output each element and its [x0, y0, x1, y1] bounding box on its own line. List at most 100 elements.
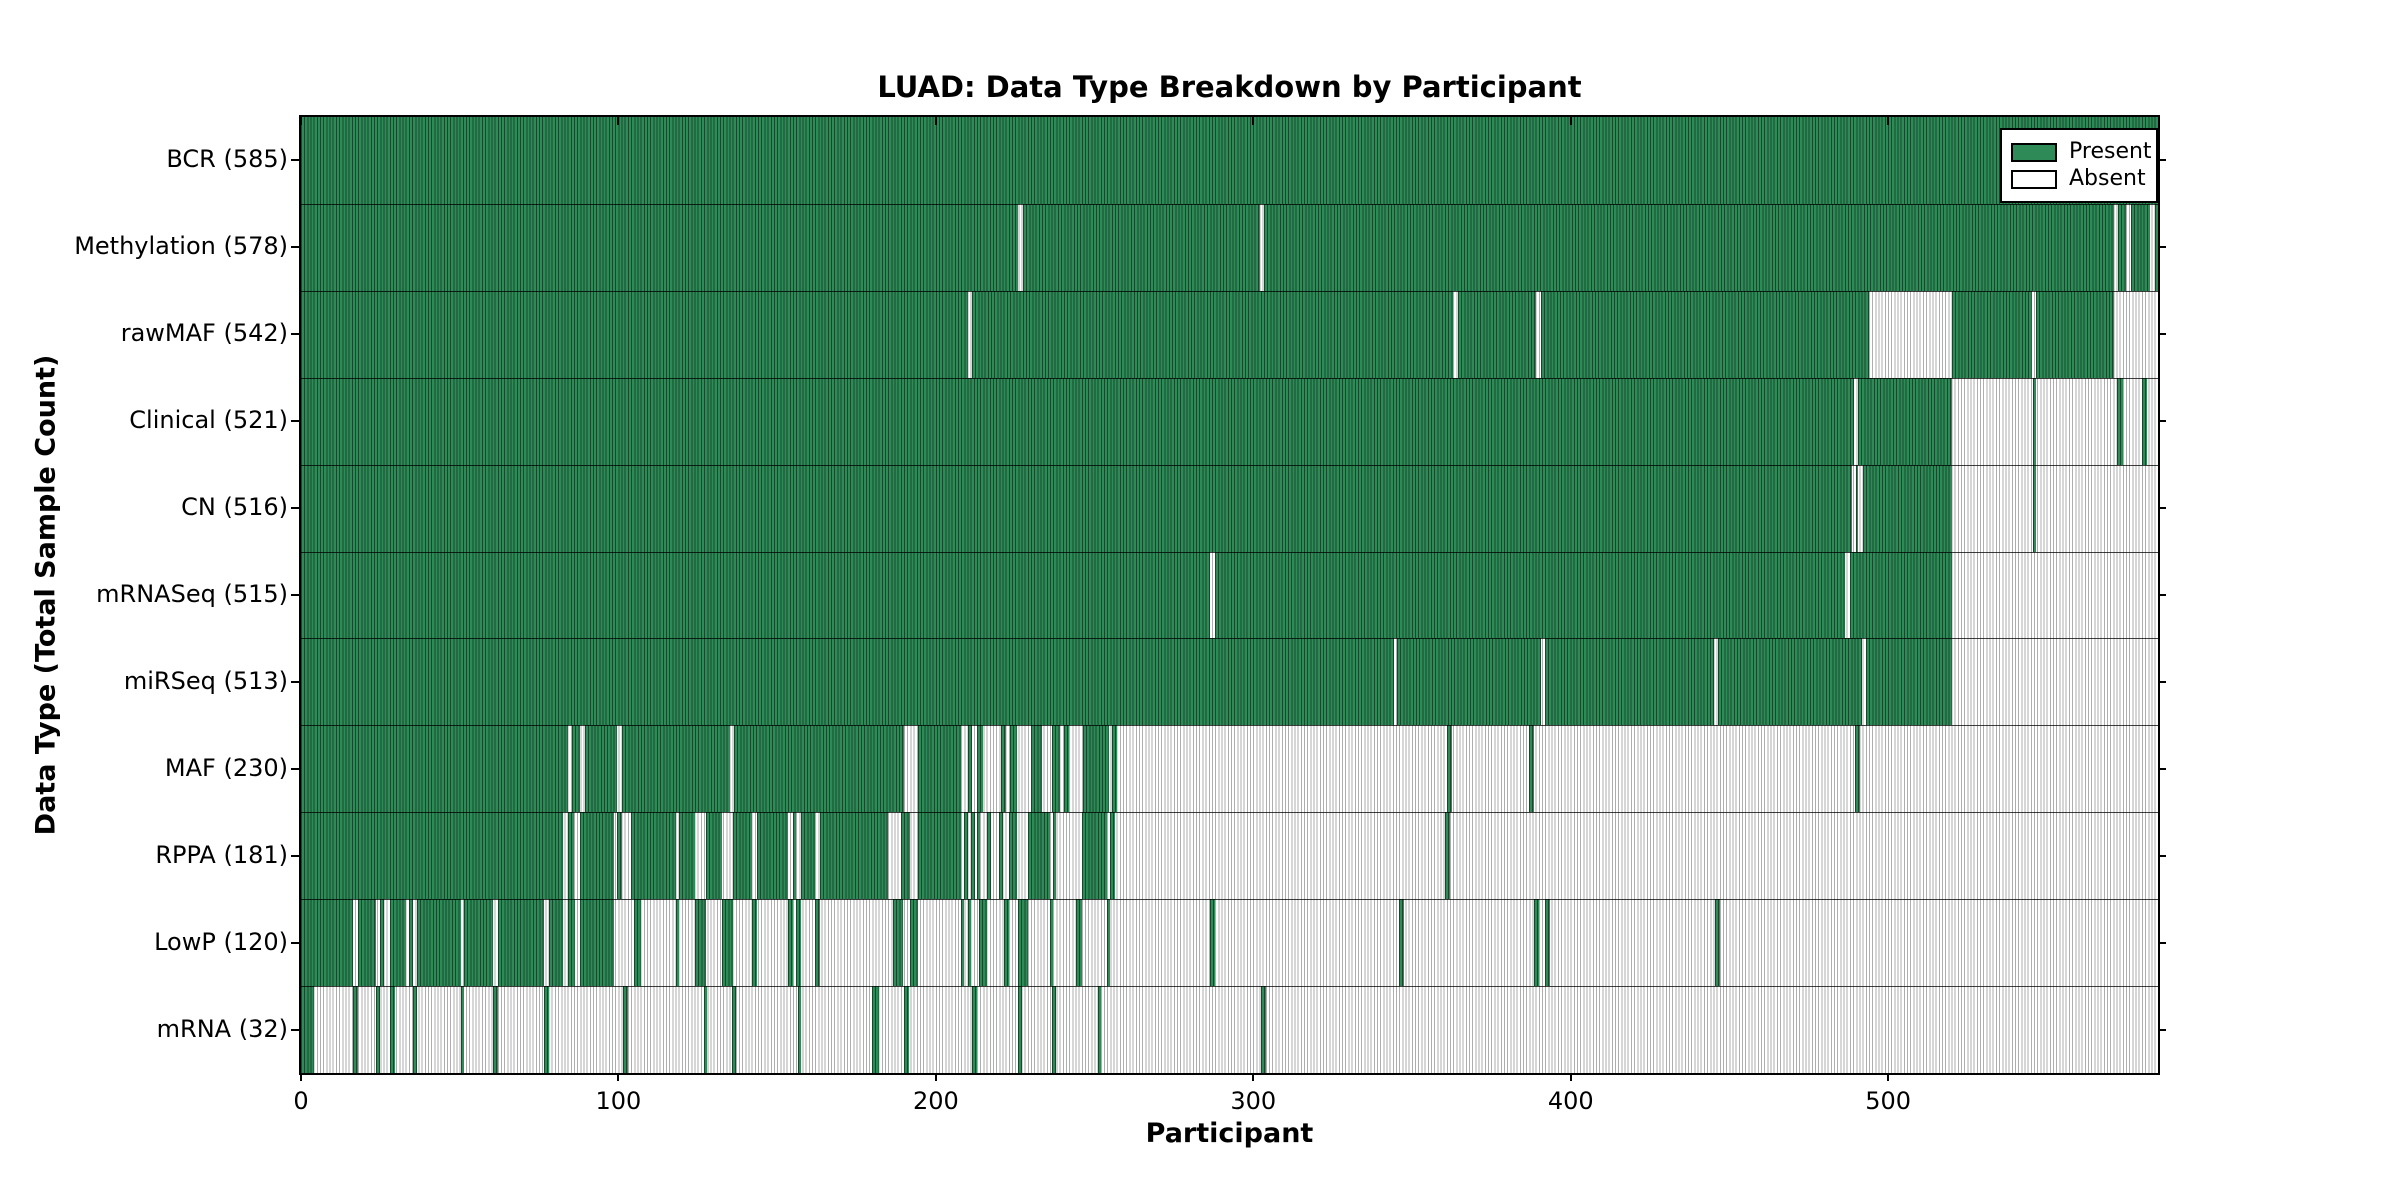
y-tick-left: [291, 854, 299, 857]
present-segment-LowP: [788, 899, 793, 987]
present-segment-LowP: [675, 899, 679, 987]
y-tick-right: [2158, 767, 2166, 770]
present-segment-Clinical: [301, 377, 1854, 465]
row-separator: [301, 899, 2158, 901]
present-segment-mRNA: [543, 986, 549, 1073]
present-segment-rawMAF: [2036, 290, 2114, 378]
present-segment-RPPA: [705, 812, 722, 900]
present-segment-mRNA: [904, 986, 909, 1073]
present-segment-MAF: [1000, 725, 1006, 813]
present-segment-mRNASeq: [1215, 551, 1846, 639]
x-tick-top: [934, 117, 937, 125]
present-segment-miRSeq: [1545, 638, 1715, 726]
present-segment-miRSeq: [301, 638, 1394, 726]
present-segment-RPPA: [1445, 812, 1451, 900]
present-segment-LowP: [464, 899, 494, 987]
present-segment-LowP: [580, 899, 614, 987]
y-tick-left: [291, 333, 299, 336]
y-tick-label-mRNA: mRNA (32): [156, 1014, 288, 1043]
present-segment-CN: [1862, 464, 1952, 552]
present-segment-mRNA: [461, 986, 465, 1073]
present-segment-mRNA: [413, 986, 417, 1073]
absent-swatch: [2011, 169, 2057, 189]
present-segment-LowP: [416, 899, 462, 987]
present-segment-mRNA: [972, 986, 978, 1073]
y-tick-right: [2158, 333, 2166, 336]
present-segment-MAF: [918, 725, 962, 813]
row-separator: [301, 377, 2158, 379]
present-segment-mRNA: [1261, 986, 1266, 1073]
present-segment-LowP: [1545, 899, 1551, 987]
x-tick-bottom: [617, 1073, 620, 1081]
chart-title: LUAD: Data Type Breakdown by Participant: [877, 70, 1582, 104]
row-separator: [301, 986, 2158, 988]
y-tick-left: [291, 1028, 299, 1031]
present-segment-RPPA: [732, 812, 752, 900]
present-segment-RPPA: [1053, 812, 1057, 900]
present-segment-mRNA: [872, 986, 879, 1073]
present-segment-LowP: [1715, 899, 1720, 987]
present-segment-miRSeq: [1397, 638, 1542, 726]
present-segment-RPPA: [1110, 812, 1116, 900]
present-segment-rawMAF: [972, 290, 1454, 378]
present-segment-LowP: [548, 899, 563, 987]
y-tick-label-CN: CN (516): [181, 493, 288, 522]
y-tick-label-rawMAF: rawMAF (542): [120, 319, 288, 348]
present-segment-RPPA: [1008, 812, 1017, 900]
present-segment-mRNA: [1018, 986, 1022, 1073]
present-segment-LowP: [796, 899, 801, 987]
present-segment-LowP: [567, 899, 575, 987]
present-segment-MAF: [1529, 725, 1535, 813]
present-segment-Methylation: [2154, 203, 2158, 291]
present-segment-MAF: [621, 725, 730, 813]
legend-label-present: Present: [2069, 139, 2152, 164]
present-segment-MAF: [1010, 725, 1017, 813]
y-tick-label-BCR: BCR (585): [166, 145, 288, 174]
present-segment-Methylation: [2118, 203, 2127, 291]
present-segment-LowP: [1534, 899, 1539, 987]
x-tick-top: [1569, 117, 1572, 125]
x-tick-label-200: 200: [912, 1087, 959, 1115]
row-separator: [301, 464, 2158, 466]
y-tick-label-RPPA: RPPA (181): [155, 840, 288, 869]
present-segment-Methylation: [2131, 203, 2151, 291]
present-segment-RPPA: [970, 812, 975, 900]
present-segment-miRSeq: [1718, 638, 1863, 726]
y-tick-label-Methylation: Methylation (578): [74, 232, 288, 261]
y-tick-right: [2158, 1028, 2166, 1031]
present-segment-LowP: [978, 899, 987, 987]
present-segment-RPPA: [964, 812, 968, 900]
present-segment-RPPA: [999, 812, 1003, 900]
present-segment-RPPA: [793, 812, 797, 900]
present-segment-LowP: [497, 899, 544, 987]
present-segment-mRNA: [493, 986, 498, 1073]
y-tick-left: [291, 680, 299, 683]
present-segment-LowP: [1050, 899, 1054, 987]
y-tick-right: [2158, 159, 2166, 162]
present-segment-Clinical: [2116, 377, 2124, 465]
present-segment-BCR: [301, 117, 2158, 204]
present-segment-MAF: [1854, 725, 1860, 813]
present-segment-RPPA: [301, 812, 563, 900]
present-segment-mRNA: [375, 986, 381, 1073]
y-tick-right: [2158, 680, 2166, 683]
present-segment-LowP: [910, 899, 919, 987]
present-segment-MAF: [301, 725, 568, 813]
x-tick-label-0: 0: [293, 1087, 309, 1115]
y-tick-right: [2158, 420, 2166, 423]
y-tick-left: [291, 767, 299, 770]
present-segment-MAF: [977, 725, 984, 813]
present-segment-LowP: [408, 899, 414, 987]
present-segment-RPPA: [616, 812, 622, 900]
present-segment-rawMAF: [1540, 290, 1870, 378]
y-tick-right: [2158, 246, 2166, 249]
present-swatch: [2011, 142, 2057, 162]
present-segment-MAF: [1083, 725, 1109, 813]
row-separator: [301, 203, 2158, 205]
legend-item-present: Present: [2011, 139, 2152, 164]
present-segment-mRNASeq: [301, 551, 1211, 639]
x-tick-bottom: [300, 1073, 302, 1081]
y-tick-label-mRNASeq: mRNASeq (515): [96, 580, 288, 608]
y-tick-right: [2158, 507, 2166, 510]
x-tick-top: [1252, 117, 1255, 125]
